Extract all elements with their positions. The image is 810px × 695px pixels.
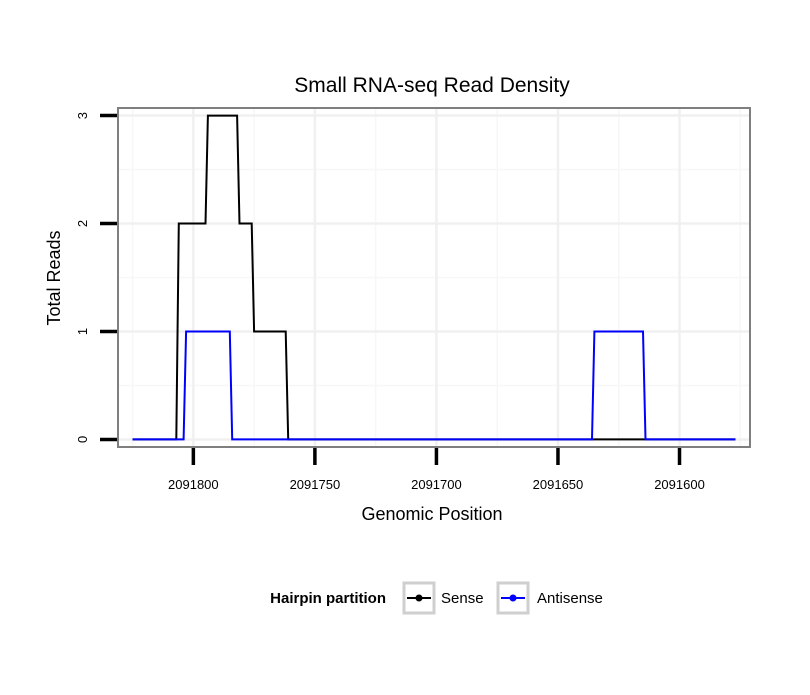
y-tick-label: 3 bbox=[75, 112, 90, 119]
x-axis-label: Genomic Position bbox=[361, 504, 502, 524]
series-line-sense bbox=[132, 114, 736, 441]
legend-point-sense bbox=[415, 594, 423, 602]
axis-layer: 2091800 2091750 2091700 2091650 2091600 0 1 2 3 bbox=[75, 112, 705, 492]
legend: Hairpin partition Sense Antisense bbox=[270, 581, 603, 615]
x-tick-label: 2091800 bbox=[168, 477, 219, 492]
y-tick-label: 2 bbox=[75, 220, 90, 227]
x-tick-label: 2091750 bbox=[290, 477, 341, 492]
series-layer bbox=[132, 114, 736, 441]
legend-label-sense: Sense bbox=[441, 590, 484, 607]
chart-title: Small RNA-seq Read Density bbox=[294, 74, 570, 97]
y-axis-label: Total Reads bbox=[44, 230, 64, 325]
plot-frame bbox=[117, 107, 751, 448]
series-line-antisense bbox=[132, 330, 736, 441]
y-tick-label: 0 bbox=[75, 436, 90, 443]
y-tick-label: 1 bbox=[75, 328, 90, 335]
legend-key-sense bbox=[402, 581, 436, 615]
grid-layer bbox=[118, 108, 750, 447]
x-tick-label: 2091650 bbox=[533, 477, 584, 492]
x-tick-label: 2091700 bbox=[411, 477, 462, 492]
legend-label-antisense: Antisense bbox=[537, 590, 603, 607]
legend-title: Hairpin partition bbox=[270, 590, 386, 607]
x-tick-label: 2091600 bbox=[654, 477, 705, 492]
legend-point-antisense bbox=[509, 594, 517, 602]
